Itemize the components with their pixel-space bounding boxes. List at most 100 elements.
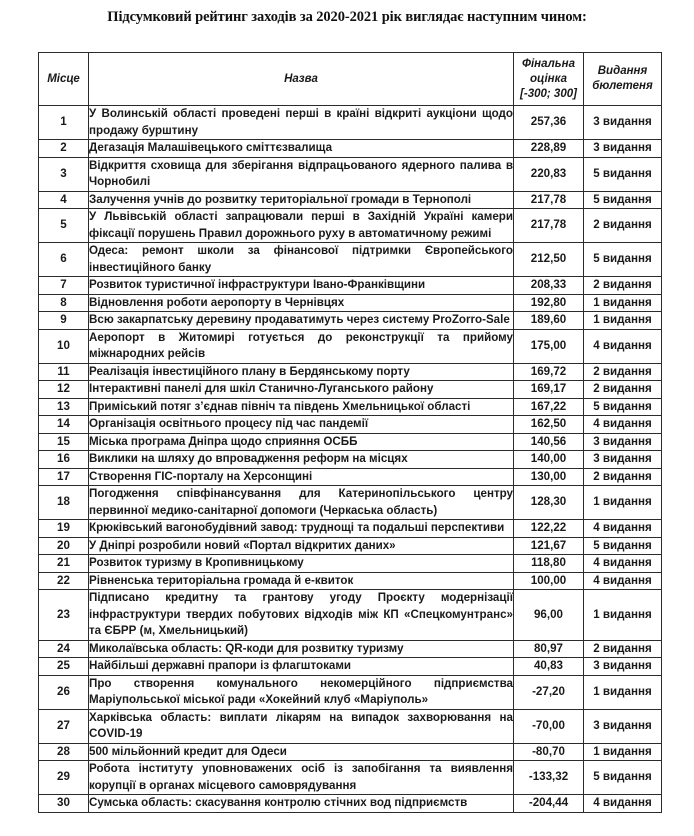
- cell-score: 220,83: [513, 156, 584, 192]
- column-header-edition-line1: Видання: [597, 65, 648, 77]
- cell-score: 217,78: [513, 208, 584, 243]
- cell-edition: 2 видання: [583, 380, 662, 399]
- cell-name: 500 мільйонний кредит для Одеси: [88, 742, 514, 761]
- cell-place: 23: [38, 589, 89, 641]
- table-row: 29 Робота інституту уповноважених осіб із…: [38, 760, 662, 795]
- page-title: Підсумковий рейтинг заходів за 2020-2021…: [107, 9, 587, 25]
- cell-place: 4: [38, 190, 89, 209]
- cell-name: Підписано кредитну та грантову угоду Про…: [88, 589, 514, 641]
- cell-score: 208,33: [513, 276, 584, 295]
- cell-name: У Дніпрі розробили новий «Портал відкрит…: [88, 536, 514, 555]
- cell-score: 175,00: [513, 328, 584, 364]
- cell-score: 212,50: [513, 242, 584, 277]
- cell-score: 128,30: [513, 485, 584, 520]
- cell-edition: 2 видання: [583, 208, 662, 243]
- cell-edition: 5 видання: [583, 156, 662, 192]
- cell-name: Харківська область: виплати лікарям на в…: [88, 708, 514, 744]
- cell-place: 3: [38, 156, 89, 192]
- cell-score: -27,20: [513, 674, 584, 710]
- cell-name: Рівненська територіальна громада й е-кви…: [88, 571, 514, 590]
- cell-score: 167,22: [513, 397, 584, 416]
- cell-score: 228,89: [513, 139, 584, 158]
- cell-place: 20: [38, 536, 89, 555]
- cell-score: 192,80: [513, 293, 584, 312]
- cell-place: 13: [38, 397, 89, 416]
- table-row: 8 Відновлення роботи аеропорту в Чернівця…: [38, 293, 662, 312]
- table-row: 2 Дегазація Малашівецького сміттєзвалища 2…: [38, 139, 662, 158]
- cell-edition: 4 видання: [583, 554, 662, 573]
- cell-name: Всю закарпатську деревину продаватимуть …: [88, 311, 514, 330]
- cell-edition: 1 видання: [583, 485, 662, 520]
- cell-edition: 5 видання: [583, 242, 662, 277]
- rating-table: Місце Назва Фінальна оцінка [-300; 300] …: [38, 52, 662, 813]
- cell-edition: 1 видання: [583, 311, 662, 330]
- cell-name: Крюківський вагонобудівний завод: трудно…: [88, 519, 514, 538]
- table-header-row: Місце Назва Фінальна оцінка [-300; 300] …: [38, 52, 662, 106]
- cell-name: Розвиток туризму в Кропивницькому: [88, 554, 514, 573]
- cell-name: У Львівській області запрацювали перші в…: [88, 208, 514, 243]
- cell-place: 17: [38, 467, 89, 486]
- table-header: Місце Назва Фінальна оцінка [-300; 300] …: [38, 52, 662, 106]
- cell-score: -70,00: [513, 708, 584, 744]
- table-row: 15 Міська програма Дніпра щодо сприяння О…: [38, 432, 662, 451]
- cell-score: 189,60: [513, 311, 584, 330]
- column-header-score: Фінальна оцінка [-300; 300]: [513, 52, 584, 106]
- table-row: 10 Аеропорт в Житомирі готується до рекон…: [38, 328, 662, 364]
- cell-name: Приміський потяг з’єднав північ та півде…: [88, 397, 514, 416]
- cell-score: 121,67: [513, 536, 584, 555]
- table-row: 11 Реалізація інвестиційного плану в Берд…: [38, 362, 662, 381]
- cell-score: 130,00: [513, 467, 584, 486]
- column-header-edition-line2: бюлетеня: [592, 80, 653, 92]
- cell-name: Інтерактивні панелі для шкіл Станично-Лу…: [88, 380, 514, 399]
- cell-edition: 4 видання: [583, 519, 662, 538]
- cell-name: Реалізація інвестиційного плану в Бердян…: [88, 362, 514, 381]
- column-header-name: Назва: [88, 52, 514, 106]
- table-row: 7 Розвиток туристичної інфраструктури Іва…: [38, 276, 662, 295]
- cell-name: Робота інституту уповноважених осіб із з…: [88, 760, 514, 795]
- cell-name: Міська програма Дніпра щодо сприяння ОСБ…: [88, 432, 514, 451]
- cell-place: 8: [38, 293, 89, 312]
- cell-score: 257,36: [513, 105, 584, 140]
- cell-edition: 3 видання: [583, 432, 662, 451]
- cell-name: Організація освітнього процесу під час п…: [88, 415, 514, 434]
- cell-name: Миколаївська область: QR-коди для розвит…: [88, 639, 514, 658]
- cell-edition: 4 видання: [583, 328, 662, 364]
- cell-place: 26: [38, 674, 89, 710]
- cell-edition: 3 видання: [583, 708, 662, 744]
- cell-place: 10: [38, 328, 89, 364]
- cell-score: 118,80: [513, 554, 584, 573]
- column-header-edition: Видання бюлетеня: [583, 52, 662, 106]
- cell-edition: 5 видання: [583, 536, 662, 555]
- cell-name: Найбільші державні прапори із флагштокам…: [88, 657, 514, 676]
- cell-name: Про створення комунального некомерційног…: [88, 674, 514, 710]
- table-row: 12 Інтерактивні панелі для шкіл Станично-…: [38, 380, 662, 399]
- cell-edition: 1 видання: [583, 589, 662, 641]
- cell-name: Погодження співфінансування для Катерино…: [88, 485, 514, 520]
- cell-name: Дегазація Малашівецького сміттєзвалища: [88, 139, 514, 158]
- cell-place: 28: [38, 742, 89, 761]
- cell-name: Відкриття сховища для зберігання відпрац…: [88, 156, 514, 192]
- cell-place: 30: [38, 794, 89, 813]
- column-header-score-range: [-300; 300]: [520, 87, 577, 100]
- cell-place: 18: [38, 485, 89, 520]
- table-row: 9 Всю закарпатську деревину продаватимуть…: [38, 311, 662, 330]
- cell-score: 80,97: [513, 639, 584, 658]
- cell-edition: 3 видання: [583, 657, 662, 676]
- cell-edition: 2 видання: [583, 639, 662, 658]
- cell-edition: 1 видання: [583, 674, 662, 710]
- table-row: 13 Приміський потяг з’єднав північ та пів…: [38, 397, 662, 416]
- table-row: 21 Розвиток туризму в Кропивницькому 118,8…: [38, 554, 662, 573]
- cell-place: 11: [38, 362, 89, 381]
- cell-edition: 5 видання: [583, 760, 662, 795]
- cell-score: -80,70: [513, 742, 584, 761]
- cell-edition: 3 видання: [583, 139, 662, 158]
- cell-edition: 1 видання: [583, 742, 662, 761]
- table-row: 23 Підписано кредитну та грантову угоду П…: [38, 589, 662, 641]
- cell-score: 217,78: [513, 190, 584, 209]
- cell-place: 25: [38, 657, 89, 676]
- table-row: 27 Харківська область: виплати лікарям на…: [38, 708, 662, 744]
- cell-edition: 4 видання: [583, 415, 662, 434]
